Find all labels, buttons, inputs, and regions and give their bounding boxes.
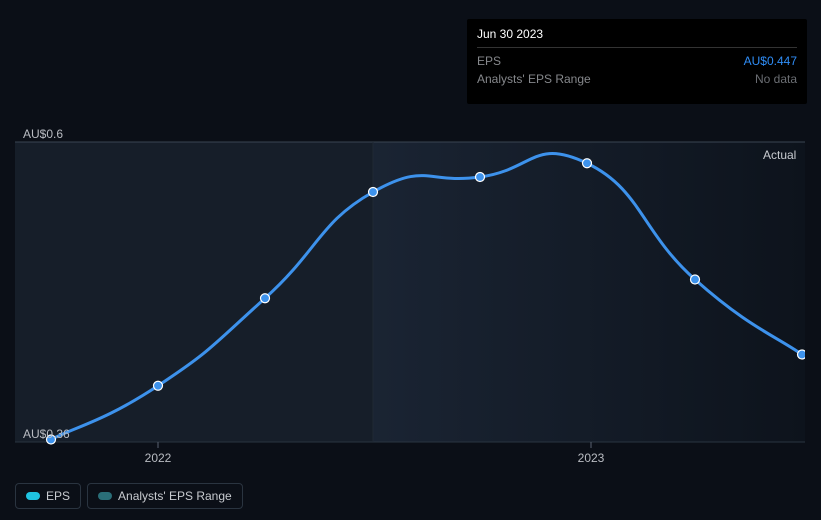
- tooltip-date: Jun 30 2023: [477, 27, 797, 48]
- tooltip-row: EPS AU$0.447: [477, 52, 797, 70]
- chart-tooltip: Jun 30 2023 EPSAU$0.447Analysts' EPS Ran…: [467, 19, 807, 104]
- svg-text:2022: 2022: [145, 451, 172, 465]
- legend-item[interactable]: Analysts' EPS Range: [87, 483, 243, 509]
- svg-text:AU$0.6: AU$0.6: [23, 127, 63, 141]
- legend-label: EPS: [46, 489, 70, 503]
- chart-container: 2022 2023 AU$0.6 AU$0.36 Jun 30 2023 EPS AU$…: [15, 15, 805, 505]
- legend-label: Analysts' EPS Range: [118, 489, 232, 503]
- tooltip-row-value: AU$0.447: [744, 52, 797, 70]
- svg-text:AU$0.36: AU$0.36: [23, 427, 70, 441]
- tooltip-row-label: Analysts' EPS Range: [477, 70, 591, 88]
- actual-region-label: Actual: [763, 148, 796, 162]
- chart-legend: EPS Analysts' EPS Range: [15, 483, 243, 509]
- svg-text:2023: 2023: [578, 451, 605, 465]
- legend-item[interactable]: EPS: [15, 483, 81, 509]
- legend-swatch: [98, 492, 112, 500]
- tooltip-row-label: EPS: [477, 52, 501, 70]
- tooltip-row: Analysts' EPS Range No data: [477, 70, 797, 88]
- legend-swatch: [26, 492, 40, 500]
- tooltip-row-value: No data: [755, 70, 797, 88]
